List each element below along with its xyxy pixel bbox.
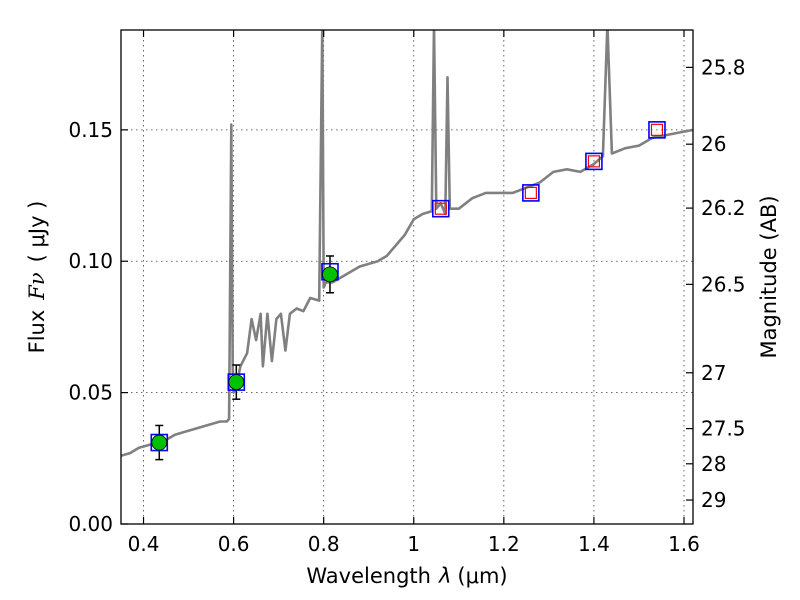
y2-tick-label: 29 [701, 488, 726, 512]
y2-tick-label: 26.5 [701, 272, 746, 296]
x-tick-label: 1.6 [668, 532, 700, 556]
x-tick-label: 1.4 [578, 532, 610, 556]
model-band-flux-marker [431, 199, 450, 218]
y-axis-title: FluxFν( μJy ) [25, 201, 49, 354]
model-band-flux-marker [522, 184, 540, 202]
upper-limit-marker [524, 186, 537, 200]
upper-limit-marker [650, 123, 664, 136]
upper-limit-marker [587, 155, 601, 168]
y2-tick-label: 26 [701, 132, 726, 156]
y-tick-label: 0.00 [68, 512, 113, 536]
x-tick-label: 1.2 [488, 532, 520, 556]
x-tick-label: 1 [407, 532, 420, 556]
axis-ticks: 0.4 0.6 0.8 1 1.2 1.4 1.6 0.00 0.05 0.10 0.15 25.8 2… [68, 30, 746, 556]
y-tick-label: 0.10 [68, 249, 113, 273]
upper-limit-marker [434, 202, 447, 215]
y-tick-label: 0.15 [68, 118, 113, 142]
observed-flux-point [151, 434, 168, 451]
x-tick-label: 0.6 [218, 532, 250, 556]
model-band-flux-marker [227, 373, 246, 391]
y2-axis-title: Magnitude (AB) [757, 195, 781, 358]
plot-frame [120, 29, 694, 525]
y2-tick-label: 28 [701, 452, 726, 476]
grid-lines [121, 30, 693, 525]
plot-area [121, 30, 693, 461]
model-band-flux-marker [648, 121, 666, 139]
model-band-flux-marker [585, 152, 603, 171]
x-tick-label: 0.4 [128, 532, 160, 556]
observed-flux-point [322, 266, 338, 283]
y2-tick-label: 26.2 [701, 196, 746, 220]
observed-flux-point [228, 374, 245, 391]
model-band-flux-marker [150, 433, 169, 452]
y2-tick-label: 25.8 [701, 55, 746, 79]
model-spectrum-line [121, 30, 693, 457]
x-axis-title: Wavelength λ (μm) [306, 564, 507, 588]
x-tick-label: 0.8 [308, 532, 340, 556]
y2-tick-label: 27.5 [701, 417, 746, 441]
y2-tick-label: 27 [701, 361, 726, 385]
y-tick-label: 0.05 [68, 381, 113, 405]
